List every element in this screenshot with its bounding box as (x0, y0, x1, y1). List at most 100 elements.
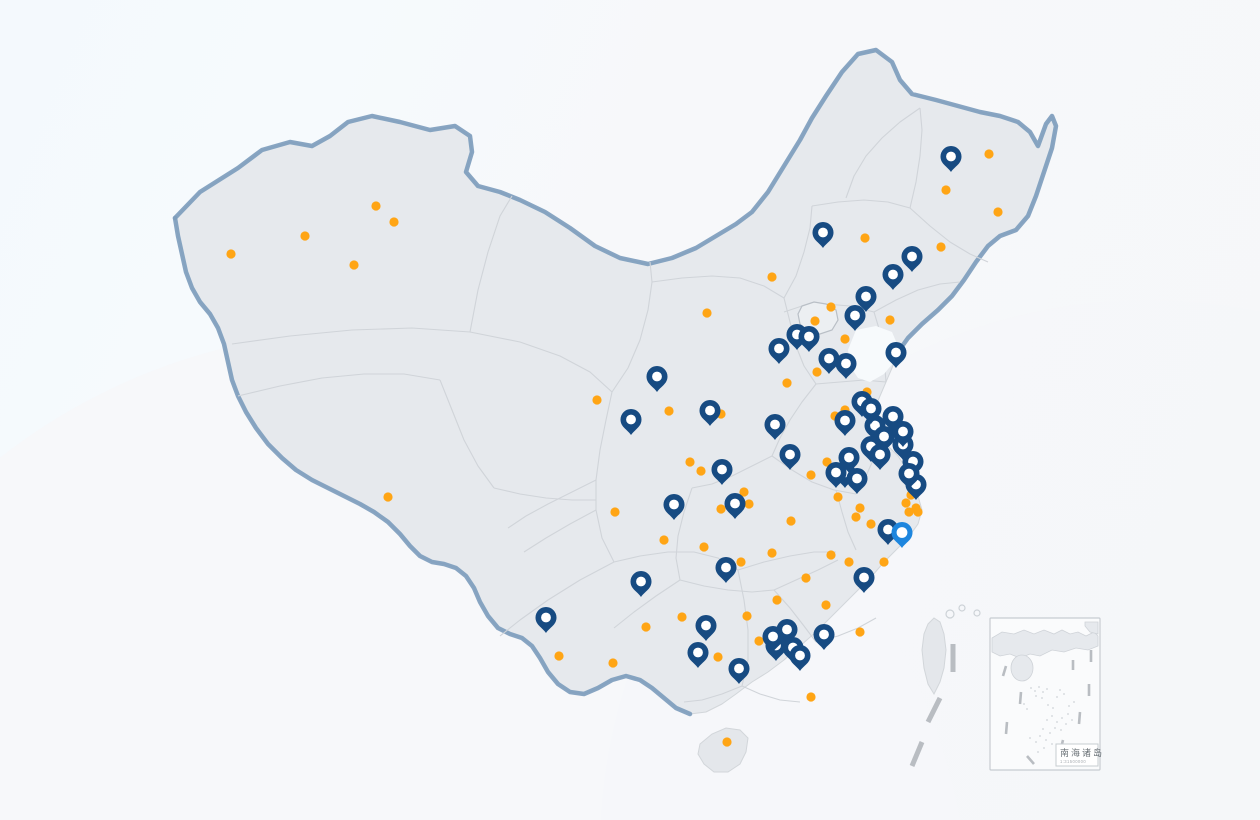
hainan-island (697, 727, 749, 773)
map-pin[interactable] (901, 246, 923, 272)
map-pin[interactable] (869, 444, 891, 470)
city-dot[interactable] (885, 315, 895, 325)
city-dot[interactable] (685, 457, 695, 467)
city-dot[interactable] (677, 612, 687, 622)
map-pin[interactable] (825, 462, 847, 488)
map-pin[interactable] (711, 459, 733, 485)
map-pin[interactable] (789, 645, 811, 671)
city-dot[interactable] (810, 316, 820, 326)
city-dot[interactable] (936, 242, 946, 252)
city-dot[interactable] (984, 149, 994, 159)
city-dot[interactable] (659, 535, 669, 545)
map-pin[interactable] (838, 447, 860, 473)
map-pin[interactable] (764, 414, 786, 440)
city-dot[interactable] (772, 595, 782, 605)
map-pin[interactable] (844, 305, 866, 331)
map-pin[interactable] (630, 571, 652, 597)
city-dot[interactable] (855, 627, 865, 637)
map-pin[interactable] (818, 348, 840, 374)
city-dot[interactable] (389, 217, 399, 227)
map-pin-highlighted[interactable] (891, 522, 913, 548)
city-dot[interactable] (754, 636, 764, 646)
city-dot[interactable] (383, 492, 393, 502)
city-dot[interactable] (371, 201, 381, 211)
city-dot[interactable] (664, 406, 674, 416)
city-dot[interactable] (941, 185, 951, 195)
city-dot[interactable] (699, 542, 709, 552)
city-dot[interactable] (879, 557, 889, 567)
map-pin[interactable] (695, 615, 717, 641)
map-pin[interactable] (724, 493, 746, 519)
city-dot[interactable] (696, 466, 706, 476)
city-dot[interactable] (736, 557, 746, 567)
city-dot[interactable] (554, 651, 564, 661)
city-dot[interactable] (767, 548, 777, 558)
city-dot[interactable] (826, 550, 836, 560)
city-dot[interactable] (739, 487, 749, 497)
city-dot[interactable] (806, 692, 816, 702)
city-dot[interactable] (840, 334, 850, 344)
city-dot[interactable] (821, 600, 831, 610)
city-dot[interactable] (913, 507, 923, 517)
map-pin[interactable] (892, 421, 914, 447)
city-dot[interactable] (641, 622, 651, 632)
city-dot[interactable] (855, 503, 865, 513)
city-dot[interactable] (226, 249, 236, 259)
city-dot[interactable] (866, 519, 876, 529)
map-pin[interactable] (646, 366, 668, 392)
city-dot[interactable] (782, 378, 792, 388)
map-pin[interactable] (535, 607, 557, 633)
map-pin[interactable] (813, 624, 835, 650)
map-pin[interactable] (699, 400, 721, 426)
city-dot[interactable] (744, 499, 754, 509)
map-pins-layer[interactable] (535, 146, 962, 684)
map-pin[interactable] (835, 353, 857, 379)
map-pin[interactable] (798, 326, 820, 352)
map-pin[interactable] (877, 519, 899, 545)
map-pin[interactable] (898, 463, 920, 489)
city-dot[interactable] (742, 611, 752, 621)
city-dot[interactable] (812, 367, 822, 377)
south-china-sea-islands-inset[interactable]: 南海诸岛 1:31500000 (989, 617, 1104, 771)
map-pin[interactable] (663, 494, 685, 520)
map-pin[interactable] (855, 286, 877, 312)
map-pin[interactable] (853, 567, 875, 593)
city-dot[interactable] (713, 652, 723, 662)
city-dot[interactable] (806, 470, 816, 480)
map-pin[interactable] (860, 398, 882, 424)
city-dot[interactable] (610, 507, 620, 517)
city-dot[interactable] (851, 512, 861, 522)
city-dot[interactable] (767, 272, 777, 282)
map-pin[interactable] (846, 468, 868, 494)
map-pin[interactable] (620, 409, 642, 435)
city-dot[interactable] (901, 498, 911, 508)
city-dot[interactable] (833, 492, 843, 502)
map-pin[interactable] (715, 557, 737, 583)
map-pin[interactable] (687, 642, 709, 668)
city-dot[interactable] (300, 231, 310, 241)
city-dot[interactable] (860, 233, 870, 243)
city-dot[interactable] (822, 457, 832, 467)
city-dot[interactable] (904, 507, 914, 517)
map-pin[interactable] (768, 338, 790, 364)
map-pin[interactable] (940, 146, 962, 172)
city-dot[interactable] (844, 557, 854, 567)
city-dot[interactable] (826, 302, 836, 312)
city-dot[interactable] (716, 504, 726, 514)
city-dot[interactable] (349, 260, 359, 270)
city-dot[interactable] (592, 395, 602, 405)
map-pin[interactable] (882, 264, 904, 290)
map-pin[interactable] (762, 626, 784, 652)
city-dot[interactable] (608, 658, 618, 668)
map-pin[interactable] (812, 222, 834, 248)
map-pin[interactable] (728, 658, 750, 684)
city-dot[interactable] (702, 308, 712, 318)
city-dot[interactable] (801, 573, 811, 583)
city-dot[interactable] (786, 516, 796, 526)
map-pin[interactable] (834, 410, 856, 436)
map-pin[interactable] (779, 444, 801, 470)
city-dot[interactable] (722, 737, 732, 747)
city-dot[interactable] (993, 207, 1003, 217)
map-pin[interactable] (885, 342, 907, 368)
